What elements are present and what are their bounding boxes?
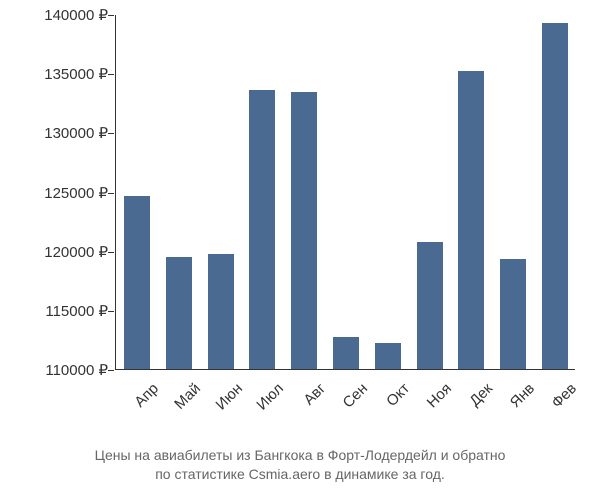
chart-caption: Цены на авиабилеты из Бангкока в Форт-Ло… [0,446,600,485]
y-axis-label: 120000 ₽ [44,243,108,261]
x-axis-label: Апр [122,380,162,420]
y-axis-label: 115000 ₽ [45,302,108,320]
x-axis-label: Фев [540,380,580,420]
bar [375,343,401,369]
y-tick [108,15,114,16]
y-tick [108,74,114,75]
bar [542,23,568,369]
bar [208,254,234,369]
y-axis-label: 125000 ₽ [44,184,108,202]
price-chart: 110000 ₽ 115000 ₽ 120000 ₽ 125000 ₽ 130000 ₽… [20,10,580,450]
bar [166,257,192,369]
y-tick [108,252,114,253]
x-axis-label: Сен [331,380,371,420]
x-axis-label: Ноя [414,380,454,420]
y-axis-label: 130000 ₽ [44,124,108,142]
bar [458,71,484,369]
x-axis-label: Окт [373,380,413,420]
bar [291,92,317,369]
bar [333,337,359,369]
bar [417,242,443,369]
caption-line-2: по статистике Csmia.aero в динамике за г… [155,466,445,482]
x-axis-label: Июл [247,380,287,420]
x-axis-label: Май [163,380,203,420]
plot-area [115,15,575,370]
x-axis-label: Июн [205,380,245,420]
y-tick [108,370,114,371]
y-axis-label: 135000 ₽ [44,65,108,83]
y-tick [108,311,114,312]
bar [500,259,526,369]
x-axis-label: Янв [498,380,538,420]
y-tick [108,193,114,194]
x-axis-label: Дек [456,380,496,420]
y-axis-label: 140000 ₽ [44,6,108,24]
bar [124,196,150,369]
x-axis-label: Авг [289,380,329,420]
y-tick [108,133,114,134]
bar [249,90,275,369]
y-axis-label: 110000 ₽ [45,361,108,379]
caption-line-1: Цены на авиабилеты из Бангкока в Форт-Ло… [95,447,506,463]
